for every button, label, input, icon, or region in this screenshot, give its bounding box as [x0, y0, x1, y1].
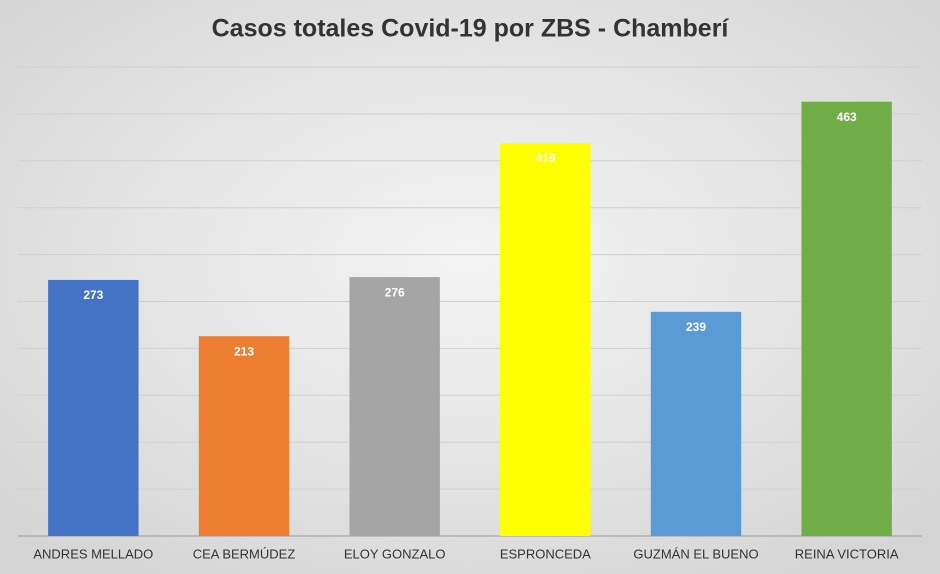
- data-label: 419: [535, 151, 555, 165]
- x-tick-label: CEA BERMÚDEZ: [193, 546, 296, 561]
- data-label: 213: [234, 344, 254, 358]
- data-label: 239: [686, 320, 706, 334]
- data-label: 276: [385, 285, 405, 299]
- data-label: 463: [837, 110, 857, 124]
- x-tick-label: ESPRONCEDA: [500, 546, 591, 561]
- bar: [349, 277, 440, 536]
- bar: [500, 142, 591, 536]
- x-tick-label: ELOY GONZALO: [344, 546, 446, 561]
- bar: [650, 311, 742, 536]
- x-tick-label: GUZMÁN EL BUENO: [633, 546, 758, 561]
- bar: [198, 336, 290, 536]
- bar: [801, 101, 892, 537]
- bar: [48, 279, 139, 536]
- x-tick-label: ANDRES MELLADO: [33, 546, 153, 561]
- data-label: 273: [83, 288, 103, 302]
- x-tick-label: REINA VICTORIA: [795, 546, 899, 561]
- chart-title: Casos totales Covid-19 por ZBS - Chamber…: [212, 15, 730, 43]
